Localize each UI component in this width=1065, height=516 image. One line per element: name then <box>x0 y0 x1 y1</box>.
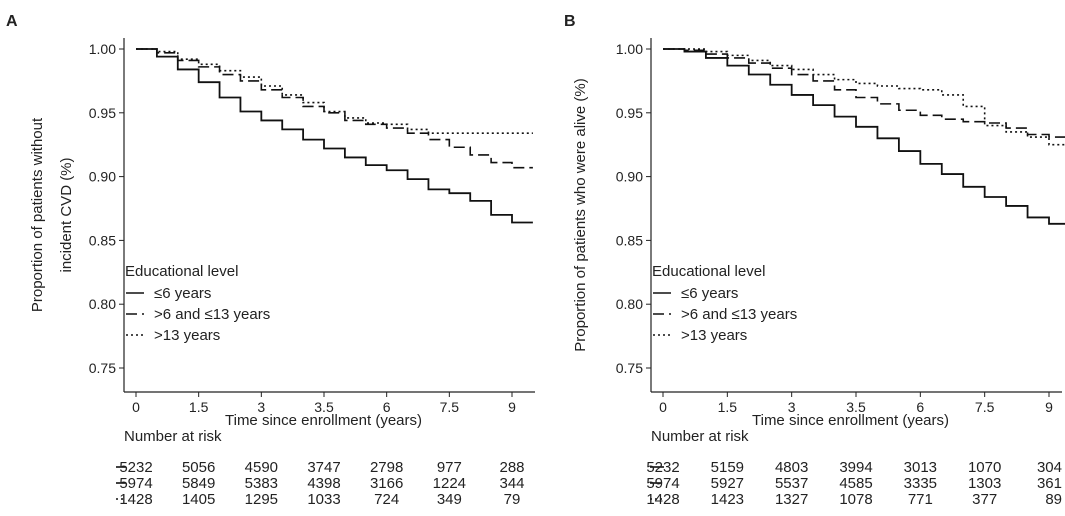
legend: Educational level ≤6 years >6 and ≤13 year… <box>125 263 270 344</box>
risk-count: 349 <box>437 491 462 508</box>
y-tick-label: 1.00 <box>616 41 643 57</box>
risk-count: 5056 <box>182 459 215 476</box>
y-axis-label: incident CVD (%) <box>58 157 75 272</box>
x-tick-label: 3.5 <box>314 399 334 415</box>
x-tick-label: 1.5 <box>189 399 209 415</box>
legend-entry: ≤6 years <box>681 285 738 302</box>
legend-entry: ≤6 years <box>154 285 211 302</box>
series-line-2 <box>136 48 533 169</box>
x-tick-label: 9 <box>1045 399 1053 415</box>
x-tick-label: 3 <box>257 399 265 415</box>
risk-count: 1405 <box>182 491 215 508</box>
risk-count: 361 <box>1037 475 1062 492</box>
series-line-1 <box>136 48 533 224</box>
x-tick-label: 7.5 <box>440 399 460 415</box>
x-axis-label: Time since enrollment (years) <box>225 412 422 429</box>
risk-count: 1033 <box>307 491 340 508</box>
risk-count: 5974 <box>646 475 679 492</box>
risk-count: 4398 <box>307 475 340 492</box>
legend-entry: >13 years <box>154 327 220 344</box>
y-tick-label: 0.80 <box>616 296 643 312</box>
risk-count: 344 <box>499 475 524 492</box>
series-line-2 <box>663 48 1065 138</box>
legend-title: Educational level <box>125 263 238 280</box>
x-tick-label: 0 <box>132 399 140 415</box>
risk-count: 1428 <box>119 491 152 508</box>
y-tick-label: 0.80 <box>89 296 116 312</box>
risk-count: 1303 <box>968 475 1001 492</box>
risk-count: 3994 <box>839 459 872 476</box>
risk-count: 1423 <box>711 491 744 508</box>
x-axis-label: Time since enrollment (years) <box>752 412 949 429</box>
panel-a: A 0.75 0.80 0.85 0.90 0.95 1.00 0 1.5 3 3.5 6 7.5 9 Ti… <box>6 13 535 508</box>
risk-count: 3166 <box>370 475 403 492</box>
risk-count: 3013 <box>904 459 937 476</box>
y-tick-label: 0.90 <box>89 169 116 185</box>
risk-count: 4803 <box>775 459 808 476</box>
risk-table: Number at risk 5232 5056 4590 3747 2798 977 288… <box>116 428 525 508</box>
x-tick-label: 0 <box>659 399 667 415</box>
risk-count: 771 <box>908 491 933 508</box>
risk-table-title: Number at risk <box>651 428 749 445</box>
risk-table-title: Number at risk <box>124 428 222 445</box>
x-tick-label: 9 <box>508 399 516 415</box>
y-tick-label: 0.95 <box>616 105 643 121</box>
series-line-1 <box>663 48 1065 225</box>
risk-count: 4590 <box>245 459 278 476</box>
y-tick-label: 0.85 <box>89 232 116 248</box>
legend-entry: >6 and ≤13 years <box>681 306 797 323</box>
risk-count: 1327 <box>775 491 808 508</box>
risk-count: 5383 <box>245 475 278 492</box>
y-axis-label: Proportion of patients who were alive (%… <box>572 78 589 351</box>
risk-count: 1078 <box>839 491 872 508</box>
series-line-3 <box>663 48 1065 146</box>
risk-count: 4585 <box>839 475 872 492</box>
risk-count: 288 <box>499 459 524 476</box>
risk-count: 5927 <box>711 475 744 492</box>
legend-title: Educational level <box>652 263 765 280</box>
risk-count: 1070 <box>968 459 1001 476</box>
risk-count: 5849 <box>182 475 215 492</box>
risk-count: 3335 <box>904 475 937 492</box>
risk-count: 5232 <box>646 459 679 476</box>
risk-count: 724 <box>374 491 399 508</box>
risk-count: 5537 <box>775 475 808 492</box>
panel-label: A <box>6 13 18 30</box>
y-axis-label: Proportion of patients without <box>29 117 46 312</box>
y-tick-label: 0.75 <box>616 360 643 376</box>
x-tick-label: 3.5 <box>846 399 866 415</box>
x-tick-label: 6 <box>383 399 391 415</box>
legend-entry: >13 years <box>681 327 747 344</box>
legend: Educational level ≤6 years >6 and ≤13 year… <box>652 263 797 344</box>
y-tick-label: 0.85 <box>616 232 643 248</box>
risk-count: 1295 <box>245 491 278 508</box>
risk-count: 5159 <box>711 459 744 476</box>
risk-table: Number at risk 5232 5159 4803 3994 3013 1070 30… <box>646 428 1062 508</box>
y-tick-label: 0.75 <box>89 360 116 376</box>
y-tick-label: 1.00 <box>89 41 116 57</box>
risk-count: 79 <box>504 491 521 508</box>
x-tick-label: 1.5 <box>718 399 738 415</box>
risk-count: 5232 <box>119 459 152 476</box>
y-tick-label: 0.95 <box>89 105 116 121</box>
risk-count: 2798 <box>370 459 403 476</box>
panel-b: B 0.75 0.80 0.85 0.90 0.95 1.00 0 1.5 3 3.5 6 7.5 9 Ti… <box>564 13 1065 508</box>
risk-count: 1428 <box>646 491 679 508</box>
x-tick-label: 6 <box>916 399 924 415</box>
risk-count: 304 <box>1037 459 1062 476</box>
panel-label: B <box>564 13 576 30</box>
risk-count: 89 <box>1045 491 1062 508</box>
risk-count: 1224 <box>433 475 466 492</box>
risk-count: 5974 <box>119 475 152 492</box>
risk-count: 3747 <box>307 459 340 476</box>
risk-count: 977 <box>437 459 462 476</box>
risk-count: 377 <box>972 491 997 508</box>
series-line-3 <box>136 48 533 135</box>
legend-entry: >6 and ≤13 years <box>154 306 270 323</box>
y-tick-label: 0.90 <box>616 169 643 185</box>
x-tick-label: 7.5 <box>975 399 995 415</box>
x-tick-label: 3 <box>788 399 796 415</box>
